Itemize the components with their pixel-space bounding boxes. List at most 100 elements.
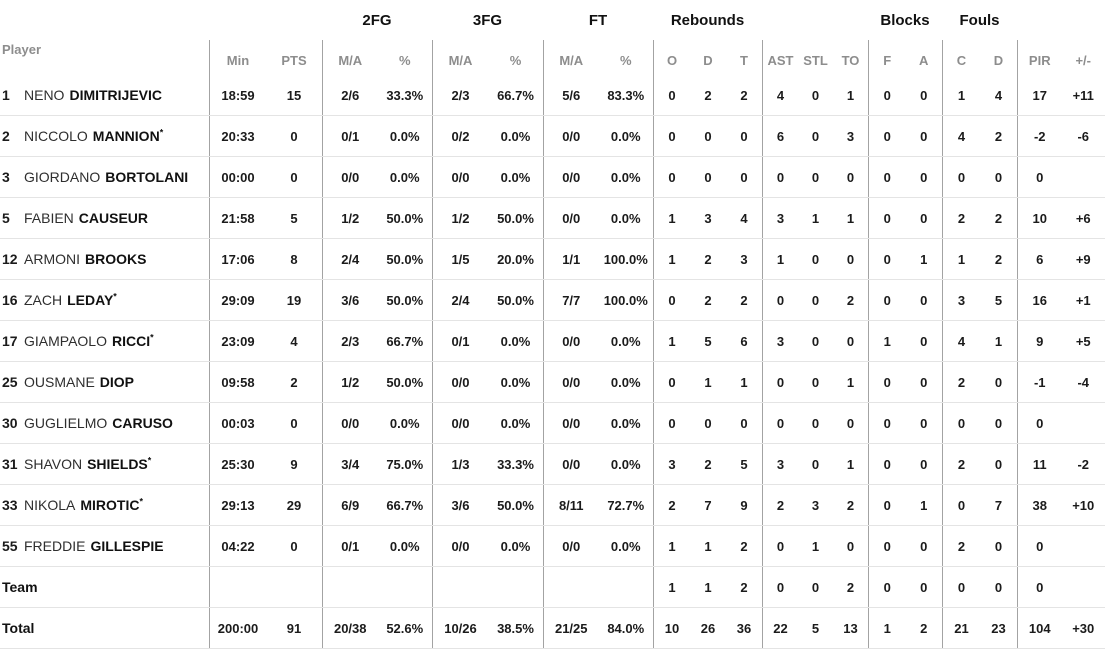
stat-cell: 6/9 [323, 498, 378, 513]
group-header-ft: FT [543, 0, 653, 40]
stat-group-pir: 10+6 [1017, 198, 1105, 238]
column-group-2fg: M/A % [322, 40, 432, 75]
stat-cell: 1 [833, 88, 868, 103]
stat-cell: 0 [869, 416, 906, 431]
stat-cell: 0 [980, 416, 1017, 431]
stat-cell: 1/1 [544, 252, 599, 267]
stat-cell: 1 [654, 580, 690, 595]
stat-cell: 0/1 [323, 129, 378, 144]
stat-cell: 17 [1018, 88, 1062, 103]
stat-cell: 0 [1018, 580, 1062, 595]
stat-cell: 66.7% [378, 334, 433, 349]
stat-cell: 0/0 [433, 539, 488, 554]
column-header-player: Player [0, 40, 209, 75]
stat-cell: 3 [763, 334, 798, 349]
stat-cell: 0 [833, 170, 868, 185]
stat-cell: 0 [869, 375, 906, 390]
stat-cell: 15 [266, 88, 322, 103]
stat-cell: 3 [763, 211, 798, 226]
stat-cell: 1 [943, 252, 980, 267]
stat-cell: 0 [980, 539, 1017, 554]
player-jersey-number: 5 [2, 210, 24, 226]
stat-cell: 25:30 [210, 457, 266, 472]
stat-cell: 5 [798, 621, 833, 636]
player-last-name: MIROTIC* [80, 497, 143, 513]
stat-cell: 2 [690, 252, 726, 267]
stat-cell: 7 [980, 498, 1017, 513]
stat-cell: 0.0% [599, 375, 654, 390]
player-first-name: ZACH [24, 292, 62, 308]
column-group-rebounds: O D T [653, 40, 762, 75]
stat-cell: 0 [980, 457, 1017, 472]
stat-cell: 52.6% [378, 621, 433, 636]
stat-cell: 0 [906, 293, 943, 308]
stat-cell: 0 [798, 88, 833, 103]
player-last-name: BORTOLANI [105, 169, 188, 185]
stat-cell: 0.0% [378, 416, 433, 431]
stat-cell: 0 [266, 129, 322, 144]
stat-cell: 0.0% [488, 170, 543, 185]
column-header-to: TO [833, 53, 868, 68]
stat-cell: 9 [726, 498, 762, 513]
stat-cell: 0 [980, 375, 1017, 390]
stat-cell: 2 [690, 457, 726, 472]
stat-cell: 1 [798, 211, 833, 226]
stat-cell: 0.0% [488, 334, 543, 349]
stat-cell: 0 [906, 334, 943, 349]
stat-cell: +30 [1062, 621, 1105, 636]
stat-cell: 5 [980, 293, 1017, 308]
stat-cell: 0 [798, 252, 833, 267]
group-header-fouls: Fouls [942, 0, 1017, 40]
stat-cell: 0 [266, 416, 322, 431]
player-last-name: RICCI* [112, 333, 154, 349]
stat-cell: 0.0% [488, 416, 543, 431]
stat-cell: 1 [798, 539, 833, 554]
stat-cell: 0 [833, 416, 868, 431]
stat-cell: 1/5 [433, 252, 488, 267]
stat-cell: 0/0 [544, 457, 599, 472]
stat-cell: 0/0 [544, 539, 599, 554]
player-jersey-number: 55 [2, 538, 24, 554]
stat-cell: 3 [654, 457, 690, 472]
stat-cell: 2/3 [323, 334, 378, 349]
stat-cell: 4 [980, 88, 1017, 103]
stat-cell: 1 [869, 621, 906, 636]
